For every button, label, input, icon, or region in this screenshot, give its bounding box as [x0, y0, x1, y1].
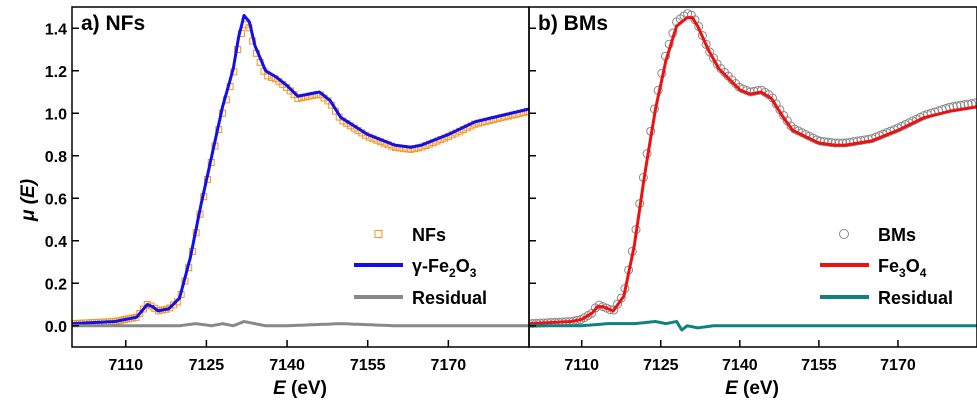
- series-bms-markers: [529, 9, 977, 329]
- x-tick-label: 7155: [801, 357, 837, 374]
- data-point: [823, 137, 833, 147]
- x-axis-title-right: E (eV): [725, 378, 779, 399]
- legend-entry: Residual: [820, 288, 953, 308]
- legend-label-part: Fe: [878, 256, 899, 276]
- panel-title: b) BMs: [538, 12, 608, 35]
- legend-label: NFs: [412, 225, 446, 245]
- data-point: [819, 137, 829, 147]
- data-point: [136, 309, 144, 317]
- y-axis-title-arg: (E): [18, 179, 39, 210]
- legend-entry: Fe3O4: [820, 256, 927, 280]
- series-residual-line: [529, 320, 977, 332]
- series-fe3o4-line: [529, 16, 977, 326]
- panel-nfs: 7110 7125 7140 7155 7170 0.0 0.2 0.4 0.6 0.8 1.0 1.…: [45, 6, 530, 374]
- data-point: [830, 138, 840, 148]
- data-point: [838, 138, 848, 148]
- legend-label-part: γ-Fe: [412, 256, 449, 276]
- data-point: [827, 138, 837, 148]
- legend-label: γ-Fe2O3: [412, 256, 477, 280]
- series-nfs-markers: [72, 21, 529, 328]
- x-axis-title-left: E (eV): [273, 378, 327, 399]
- legend-label-part: O: [456, 256, 470, 276]
- x-axis-title-e: E: [725, 378, 739, 399]
- y-tick-label: 1.2: [45, 64, 67, 81]
- legend-marker: [839, 229, 849, 239]
- x-tick-label: 7125: [189, 357, 225, 374]
- legend-label: Residual: [412, 288, 487, 308]
- x-tick-label: 7170: [431, 357, 467, 374]
- legend-marker: [374, 230, 383, 238]
- x-tick-label: 7140: [722, 357, 758, 374]
- legend-entry: γ-Fe2O3: [354, 256, 477, 280]
- plot-area: [72, 14, 529, 328]
- x-tick-label: 7140: [269, 357, 305, 374]
- series--fe2o3-line: [72, 14, 529, 326]
- x-tick-label: 7110: [564, 357, 599, 374]
- plot-frame: [528, 6, 977, 348]
- x-axis-title-unit: (eV): [286, 378, 327, 399]
- y-tick-label: 1.4: [45, 21, 67, 38]
- panel-title: a) NFs: [81, 12, 145, 35]
- y-tick-label: 0.0: [45, 319, 67, 336]
- legend-label-sub: 4: [920, 266, 927, 280]
- data-point: [834, 138, 844, 148]
- x-axis-title-unit: (eV): [738, 378, 779, 399]
- legend-label-sub: 3: [899, 266, 906, 280]
- plot-area: [529, 9, 977, 332]
- legend-label: Fe3O4: [878, 256, 927, 280]
- y-tick-label: 0.8: [45, 149, 67, 166]
- legend-label-sub: 3: [470, 266, 477, 280]
- panel-bms: 7110 7125 7140 7155 7170 b) BMs BMs Fe3O4 Residu…: [528, 6, 977, 374]
- y-axis-title: μ (E): [18, 179, 39, 222]
- x-tick-label: 7110: [108, 357, 143, 374]
- y-tick-label: 0.2: [45, 276, 67, 293]
- x-axis-title-e: E: [273, 378, 287, 399]
- legend-label: BMs: [878, 225, 916, 245]
- legend-entry: NFs: [374, 225, 446, 245]
- legend-entry: BMs: [839, 225, 916, 245]
- y-axis-title-mu: μ: [18, 209, 39, 222]
- legend-label-part: O: [906, 256, 920, 276]
- data-point: [140, 305, 148, 313]
- x-tick-label: 7155: [350, 357, 386, 374]
- series-residual-line: [72, 320, 529, 328]
- y-tick-label: 0.6: [45, 191, 67, 208]
- y-tick-label: 1.0: [45, 106, 67, 123]
- data-point: [151, 304, 159, 312]
- x-tick-label: 7170: [880, 357, 916, 374]
- x-tick-label: 7125: [643, 357, 679, 374]
- legend-entry: Residual: [354, 288, 487, 308]
- legend-label-sub: 2: [449, 266, 456, 280]
- y-tick-label: 0.4: [45, 234, 67, 251]
- legend-label: Residual: [878, 288, 953, 308]
